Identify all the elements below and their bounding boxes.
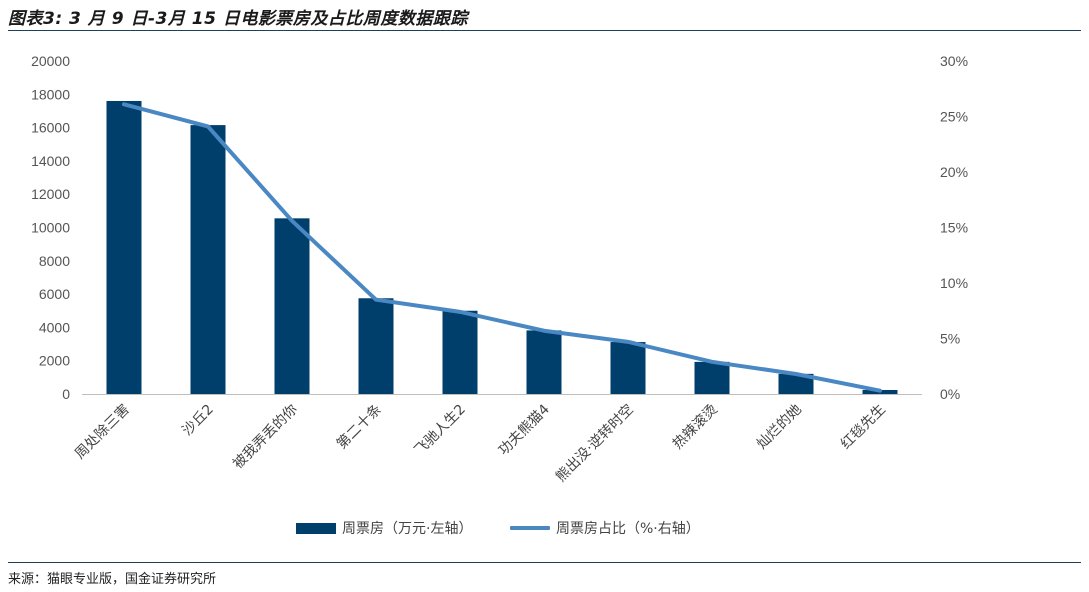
source-note: 来源：猫眼专业版，国金证券研究所 — [8, 572, 217, 587]
legend-label-bar: 周票房（万元·左轴） — [342, 521, 473, 537]
right-tick-label: 20% — [940, 164, 968, 180]
bar — [610, 342, 646, 394]
left-tick-label: 16000 — [31, 120, 70, 136]
left-tick-label: 0 — [62, 386, 70, 402]
chart-title: 图表3: 3 月 9 日-3月 15 日电影票房及占比周度数据跟踪 — [8, 9, 468, 29]
category-label: 灿烂的她 — [754, 402, 805, 453]
bar — [274, 218, 310, 394]
left-tick-label: 4000 — [39, 319, 70, 335]
category-label: 熊出没·逆转时空 — [553, 402, 637, 486]
share-line — [122, 102, 882, 393]
category-label: 第二十条 — [333, 401, 385, 453]
category-label: 被我弄丢的你 — [230, 402, 301, 473]
left-tick-label: 20000 — [31, 53, 70, 69]
bar — [526, 330, 562, 394]
bar-series — [106, 100, 898, 395]
legend-swatch-bar — [296, 522, 336, 534]
legend-swatch-line — [510, 526, 550, 530]
left-tick-label: 12000 — [31, 186, 70, 202]
right-tick-label: 25% — [940, 109, 968, 125]
left-tick-label: 10000 — [31, 220, 70, 236]
right-axis-ticks: 0% 5% 10% 15% 20% 25% 30% — [940, 53, 968, 402]
right-tick-label: 0% — [940, 386, 960, 402]
category-label: 功夫熊猫4 — [496, 401, 553, 458]
bar — [442, 310, 478, 394]
bar — [358, 298, 394, 394]
category-label: 飞驰人生2 — [412, 402, 469, 459]
combo-chart: 0 2000 4000 6000 8000 10000 12000 14000 16000 180… — [31, 53, 968, 485]
legend: 周票房（万元·左轴） 周票房占比（%·右轴） — [0, 518, 1089, 542]
category-label: 沙丘2 — [179, 402, 216, 439]
bottom-rule — [8, 562, 1081, 563]
right-tick-label: 10% — [940, 275, 968, 291]
bar — [106, 100, 142, 395]
left-axis-ticks: 0 2000 4000 6000 8000 10000 12000 14000 16000 180… — [31, 53, 70, 402]
right-tick-label: 30% — [940, 53, 968, 69]
right-tick-label: 5% — [940, 331, 960, 347]
category-labels: 周处除三害 沙丘2 被我弄丢的你 第二十条 飞驰人生2 功夫熊猫4 熊出没·逆转时空 热辣滚烫… — [72, 401, 889, 485]
left-tick-label: 6000 — [39, 286, 70, 302]
category-label: 周处除三害 — [72, 402, 133, 463]
left-tick-label: 14000 — [31, 153, 70, 169]
category-label: 红毯先生 — [838, 402, 889, 453]
bar — [190, 125, 226, 394]
legend-label-line: 周票房占比（%·右轴） — [556, 521, 700, 537]
category-label: 热辣滚烫 — [669, 401, 721, 453]
bar — [694, 361, 730, 394]
line-series — [122, 102, 882, 393]
bar — [778, 373, 814, 394]
legend-item-line: 周票房占比（%·右轴） — [510, 518, 700, 538]
left-tick-label: 18000 — [31, 86, 70, 102]
right-tick-label: 15% — [940, 220, 968, 236]
left-tick-label: 8000 — [39, 253, 70, 269]
left-tick-label: 2000 — [39, 353, 70, 369]
top-rule — [8, 30, 1081, 31]
legend-item-bar: 周票房（万元·左轴） — [296, 518, 472, 538]
